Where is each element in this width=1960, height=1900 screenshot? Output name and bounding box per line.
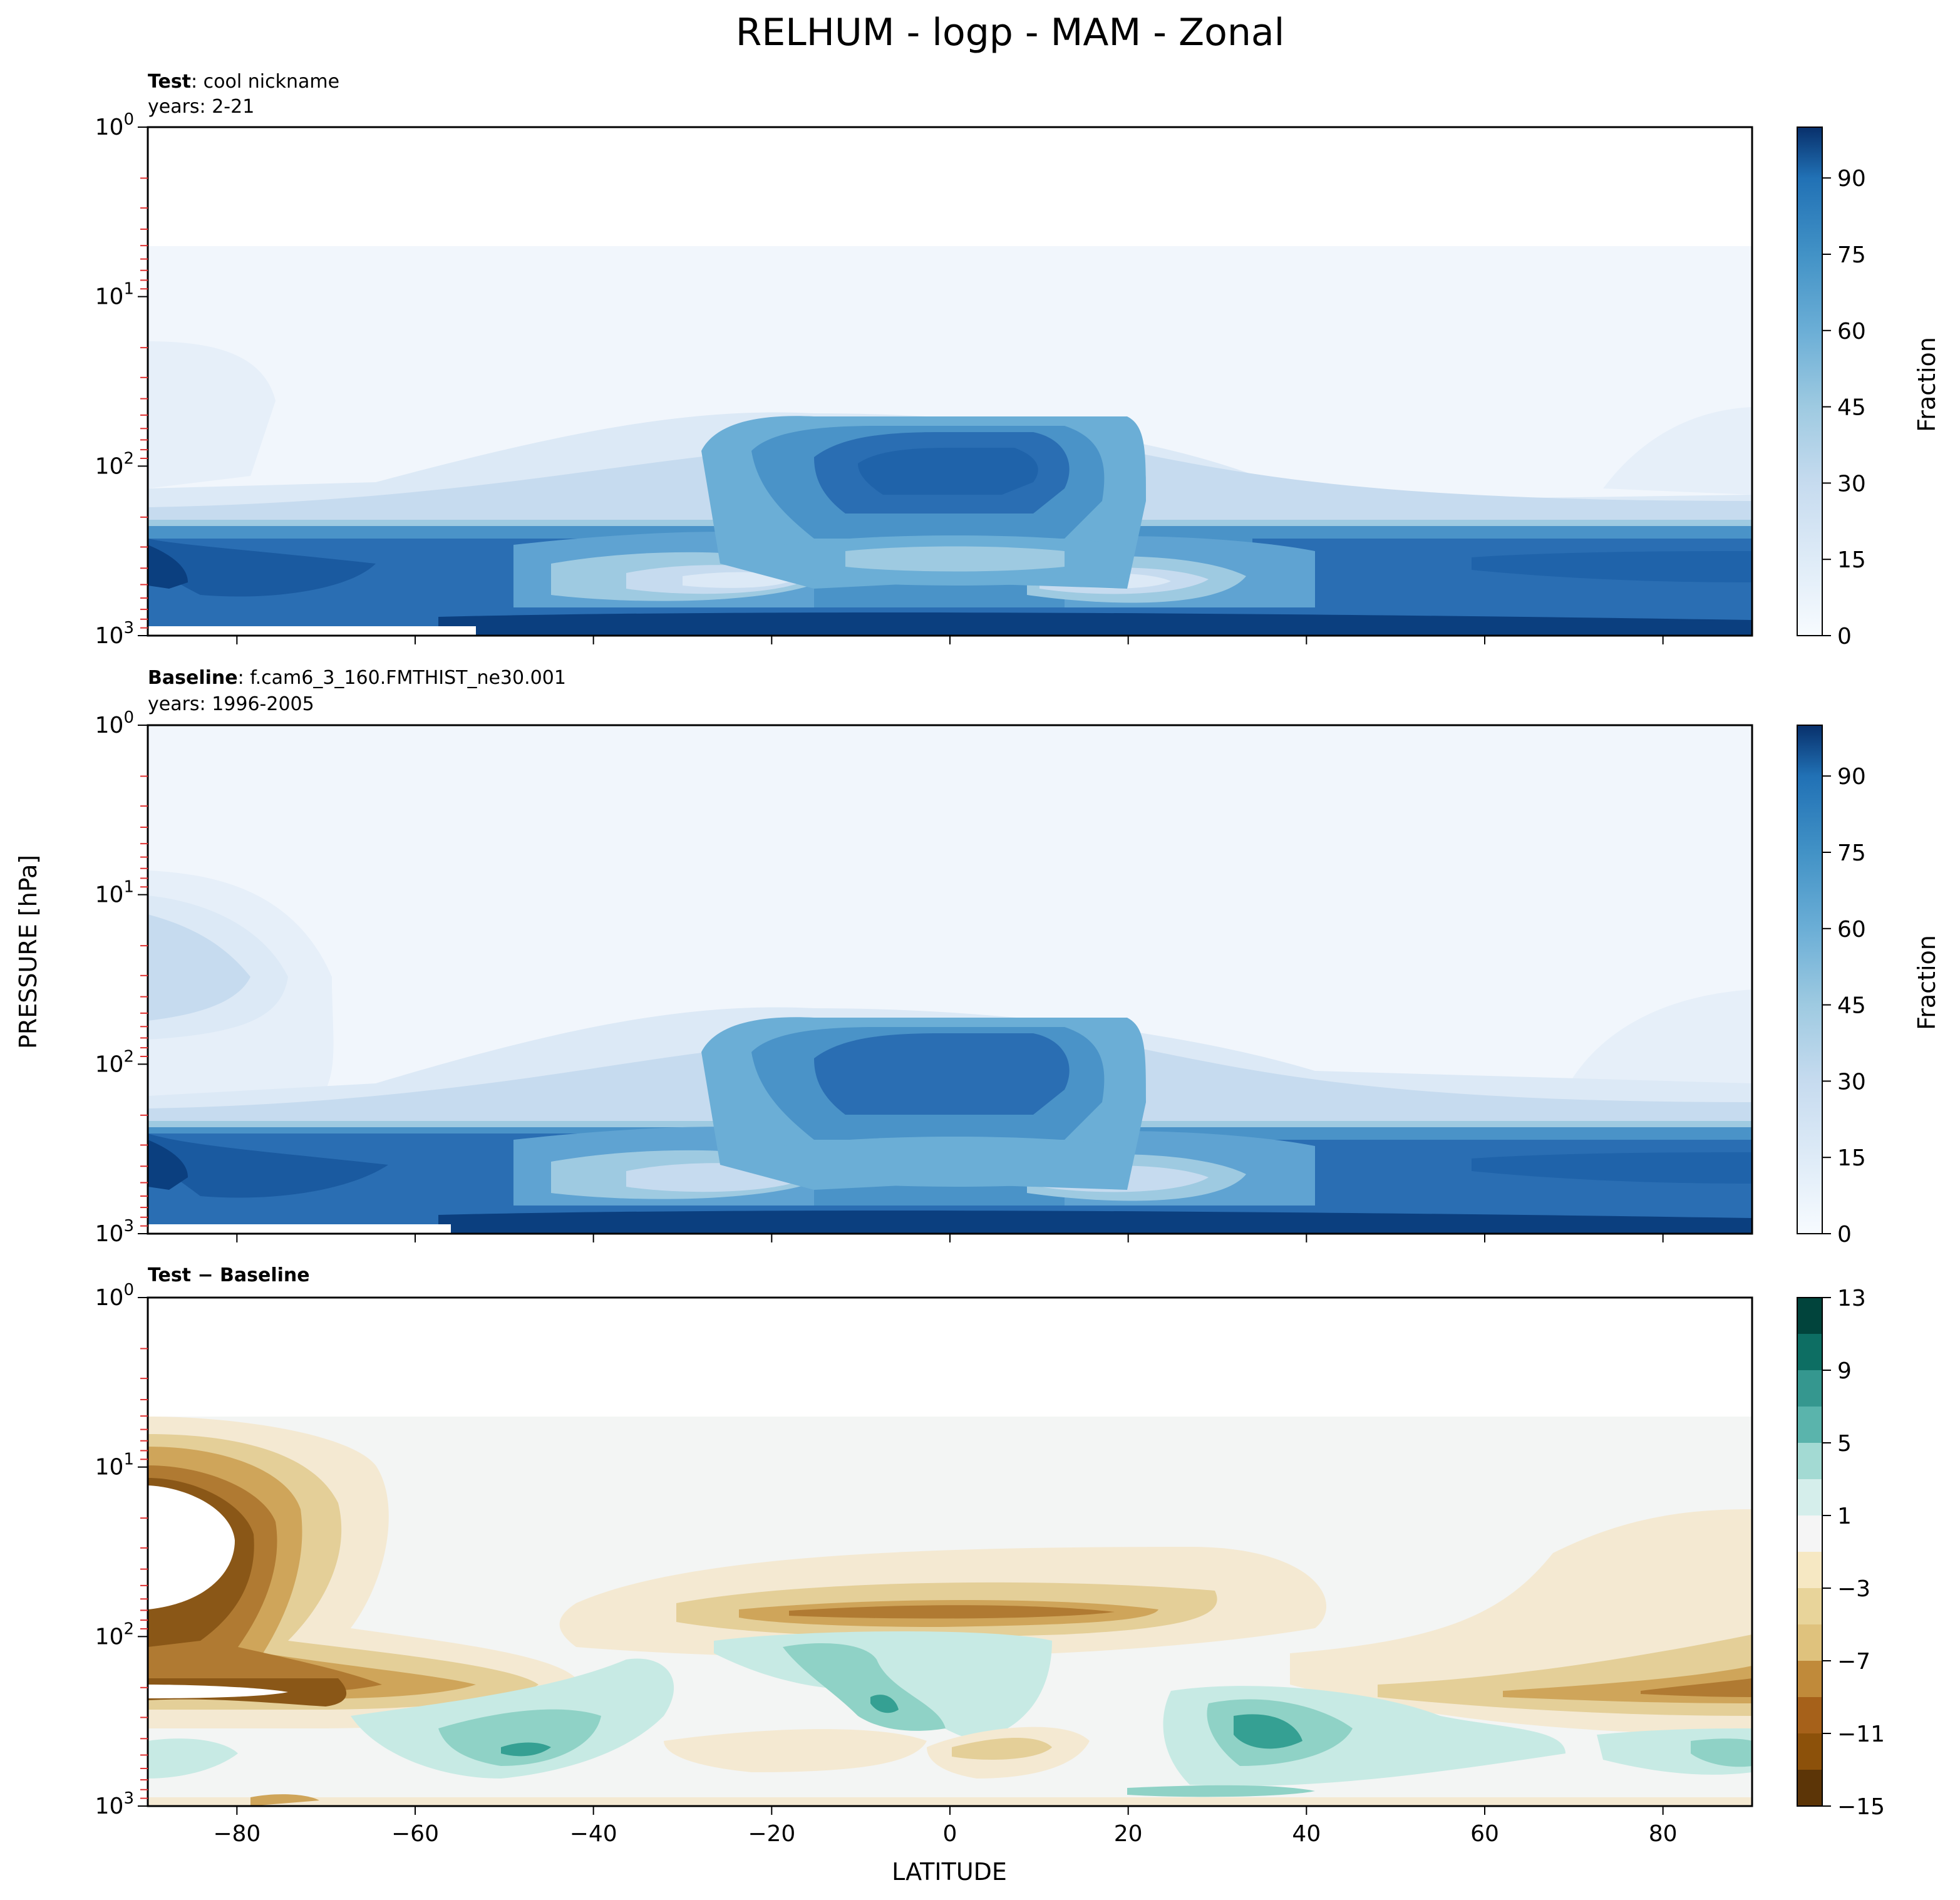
y-tick-label: 103 [95, 1789, 134, 1819]
panel-baseline-field [148, 725, 1752, 1234]
colorbar-tick-label: 15 [1837, 1145, 1866, 1171]
y-tick-label: 101 [95, 280, 134, 310]
colorbar-tick-label: 15 [1837, 547, 1866, 573]
panel-test-years: years: 2-21 [148, 96, 254, 118]
colorbar-tick-label: 30 [1837, 471, 1866, 497]
y-tick-label: 102 [95, 449, 134, 479]
x-tick-label: −20 [748, 1821, 795, 1847]
colorbar-tick-label: 13 [1837, 1286, 1866, 1311]
colorbar-tick-label: −11 [1837, 1722, 1885, 1747]
colorbar-tick-label: 90 [1837, 166, 1866, 192]
y-tick-label: 102 [95, 1619, 134, 1650]
panel-difference-label: Test − Baseline [148, 1264, 310, 1286]
colorbar-tick-label: 30 [1837, 1069, 1866, 1095]
figure-title: RELHUM - logp - MAM - Zonal [736, 11, 1285, 54]
y-tick-label: 103 [95, 619, 134, 649]
colorbar-tick-label: 75 [1837, 840, 1866, 866]
panel-test-field [148, 127, 1752, 636]
colorbar-tick-label: 90 [1837, 764, 1866, 790]
colorbar-tick-label: 9 [1837, 1358, 1852, 1384]
colorbar-test-label: Fraction [1913, 337, 1941, 432]
colorbar-test: Fraction [1797, 126, 1941, 636]
colorbar-tick-label: −15 [1837, 1794, 1885, 1820]
colorbar-tick-label: 0 [1837, 624, 1852, 649]
x-axis-label: LATITUDE [892, 1858, 1007, 1886]
colorbar-tick-label: 45 [1837, 395, 1866, 421]
y-tick-label: 100 [95, 1281, 134, 1311]
x-tick-label: 40 [1292, 1821, 1321, 1847]
panel-baseline: Baseline: f.cam6_3_160.FMTHIST_ne30.001 … [147, 667, 1753, 1235]
y-tick-label: 100 [95, 708, 134, 738]
panel-test: Test: cool nickname years: 2-21 [147, 71, 1753, 637]
colorbar-baseline-label: Fraction [1913, 935, 1941, 1030]
x-tick-label: −40 [570, 1821, 617, 1847]
y-tick-label: 103 [95, 1217, 134, 1247]
x-tick-label: 60 [1470, 1821, 1499, 1847]
colorbar-baseline: Fraction [1797, 725, 1941, 1234]
y-tick-label: 101 [95, 1450, 134, 1480]
x-tick-label: −60 [391, 1821, 439, 1847]
colorbar-tick-label: 5 [1837, 1431, 1852, 1457]
panel-difference: Test − Baseline [147, 1264, 1753, 1807]
x-tick-label: 80 [1649, 1821, 1678, 1847]
x-tick-label: 20 [1114, 1821, 1143, 1847]
panel-baseline-label: Baseline: f.cam6_3_160.FMTHIST_ne30.001 [148, 667, 566, 689]
panel-test-label: Test: cool nickname [148, 71, 339, 93]
x-tick-label: 0 [943, 1821, 957, 1847]
y-tick-label: 100 [95, 110, 134, 140]
colorbar-tick-label: 45 [1837, 993, 1866, 1019]
colorbar-ticks: 0 15 30 45 60 75 90 0 15 30 45 60 75 90 13 9 5 1 −3 −7 −11 −1… [1822, 166, 1885, 1820]
y-axis-label: PRESSURE [hPa] [14, 855, 42, 1049]
colorbar-difference [1797, 1297, 1823, 1807]
panel-baseline-years: years: 1996-2005 [148, 693, 314, 715]
colorbar-tick-label: 75 [1837, 242, 1866, 268]
colorbar-tick-label: 60 [1837, 917, 1866, 942]
y-tick-label: 102 [95, 1047, 134, 1077]
colorbar-tick-label: 0 [1837, 1222, 1852, 1247]
x-tick-label: −80 [213, 1821, 260, 1847]
panel-difference-field [148, 1298, 1752, 1806]
axes-layer: 100 101 102 103 100 101 102 103 100 101 102 103 −80 −… [95, 110, 1678, 1847]
colorbar-tick-label: −7 [1837, 1649, 1870, 1675]
colorbar-tick-label: 60 [1837, 319, 1866, 344]
colorbar-tick-label: −3 [1837, 1576, 1870, 1602]
y-tick-label: 101 [95, 878, 134, 908]
colorbar-tick-label: 1 [1837, 1504, 1852, 1529]
